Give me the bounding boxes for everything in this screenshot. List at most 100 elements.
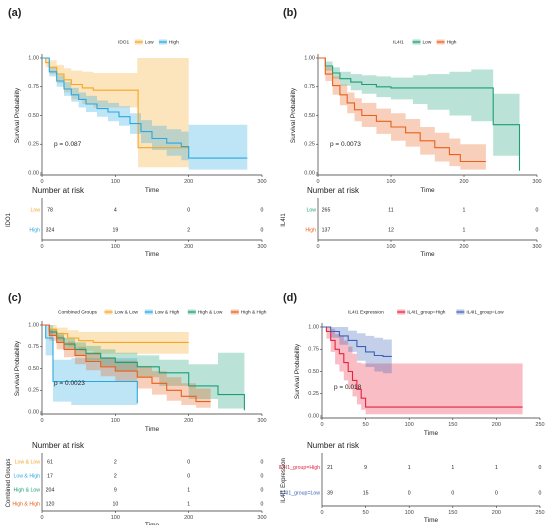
y-axis-title: Survival Probability — [294, 343, 301, 399]
legend-label: Low — [423, 39, 432, 45]
legend: IL4I1 Expression IL4I1_group=High IL4I1_gr… — [348, 309, 504, 315]
risk-y-axis-title: IDO1 — [6, 212, 12, 227]
y-tick-label: 0.25 — [304, 142, 315, 148]
risk-table-title: Number at risk — [307, 186, 360, 195]
confidence-band-1 — [322, 327, 392, 374]
y-tick-label: 1.00 — [28, 322, 39, 328]
x-tick-label: 100 — [111, 418, 120, 424]
risk-count: 0 — [536, 207, 539, 213]
risk-count: 2 — [114, 459, 117, 465]
risk-count: 78 — [47, 207, 53, 213]
risk-x-tick-label: 0 — [316, 244, 319, 250]
risk-row-label: High & High — [12, 501, 40, 507]
legend-label: High & Low — [198, 309, 223, 315]
risk-count: 1 — [187, 487, 190, 493]
risk-count: 1 — [451, 465, 454, 471]
risk-row-label: Low & High — [13, 473, 40, 479]
x-axis-title: Time — [420, 187, 435, 194]
x-tick-label: 200 — [184, 179, 193, 185]
risk-x-tick-label: 0 — [320, 510, 323, 516]
risk-x-tick-label: 250 — [535, 510, 544, 516]
risk-x-tick-label: 150 — [448, 510, 457, 516]
risk-count: 9 — [364, 465, 367, 471]
risk-count: 0 — [187, 473, 190, 479]
risk-count: 0 — [187, 207, 190, 213]
panel-2: (c)Combined Groups Low & Low Low & High Hig… — [6, 292, 267, 529]
y-tick-label: 0.00 — [304, 170, 315, 176]
survival-curve-3 — [42, 324, 211, 403]
y-tick-label: 0.25 — [308, 391, 319, 397]
risk-count: 0 — [261, 501, 264, 507]
y-tick-label: 0.00 — [308, 413, 319, 419]
confidence-band-1 — [318, 58, 486, 170]
p-value: p = 0.018 — [334, 384, 362, 391]
risk-y-axis-title: IL4I1 Expression — [281, 458, 287, 503]
confidence-band-0 — [318, 58, 520, 171]
x-tick-label: 0 — [320, 422, 323, 428]
x-axis-title: Time — [424, 430, 439, 437]
risk-count: 4 — [114, 207, 117, 213]
risk-count: 1 — [495, 465, 498, 471]
x-tick-label: 200 — [184, 418, 193, 424]
x-tick-label: 50 — [363, 422, 369, 428]
risk-count: 17 — [47, 473, 53, 479]
confidence-band-0 — [42, 325, 189, 354]
risk-count: 324 — [46, 227, 55, 233]
y-tick-label: 0.50 — [28, 366, 39, 372]
risk-count: 0 — [187, 459, 190, 465]
p-value: p = 0.0023 — [54, 380, 85, 387]
risk-count: 0 — [536, 227, 539, 233]
legend-label: IL4I1_group=Low — [466, 309, 504, 315]
risk-x-axis-title: Time — [145, 251, 160, 258]
risk-table-title: Number at risk — [32, 186, 85, 195]
survival-curve-1 — [42, 57, 248, 159]
y-tick-label: 0.50 — [28, 113, 39, 119]
risk-count: 0 — [539, 465, 542, 471]
panel-3: (d)IL4I1 Expression IL4I1_group=High IL4I1… — [279, 292, 545, 524]
risk-count: 11 — [388, 207, 393, 213]
legend-label: Low — [145, 39, 154, 45]
x-tick-label: 100 — [111, 179, 120, 185]
risk-count: 2 — [187, 227, 190, 233]
risk-x-tick-label: 50 — [363, 510, 369, 516]
y-tick-label: 0.25 — [28, 142, 39, 148]
risk-x-tick-label: 100 — [111, 515, 120, 521]
risk-count: 0 — [261, 487, 264, 493]
panel-label: (d) — [283, 292, 297, 304]
y-tick-label: 0.75 — [304, 84, 315, 90]
x-tick-label: 100 — [405, 422, 414, 428]
x-tick-label: 300 — [532, 179, 541, 185]
risk-count: 0 — [261, 459, 264, 465]
risk-count: 265 — [322, 207, 331, 213]
risk-count: 1 — [187, 501, 190, 507]
risk-row-label: Low — [306, 207, 316, 213]
risk-count: 39 — [327, 491, 333, 497]
y-tick-label: 0.75 — [28, 344, 39, 350]
p-value: p = 0.0073 — [330, 141, 361, 148]
y-tick-label: 0.75 — [308, 347, 319, 353]
x-tick-label: 0 — [40, 179, 43, 185]
risk-row-label: High & Low — [13, 487, 40, 493]
legend: IL4I1 Low High — [393, 39, 457, 45]
legend-title: IDO1 — [118, 39, 130, 45]
risk-count: 1 — [463, 227, 466, 233]
risk-count: 2 — [114, 473, 117, 479]
confidence-band-1 — [42, 325, 138, 411]
legend-title: Combined Groups — [58, 309, 98, 315]
risk-count: 0 — [261, 473, 264, 479]
risk-row-label: High — [305, 227, 316, 233]
legend-label: High — [169, 39, 179, 45]
x-axis-title: Time — [145, 187, 160, 194]
legend-label: Low & Low — [115, 309, 139, 315]
panel-label: (b) — [283, 7, 297, 19]
risk-x-tick-label: 0 — [40, 515, 43, 521]
risk-x-tick-label: 100 — [405, 510, 414, 516]
risk-count: 0 — [495, 491, 498, 497]
y-tick-label: 1.00 — [308, 324, 319, 330]
risk-table-title: Number at risk — [307, 441, 360, 450]
legend-label: IL4I1_group=High — [407, 309, 446, 315]
